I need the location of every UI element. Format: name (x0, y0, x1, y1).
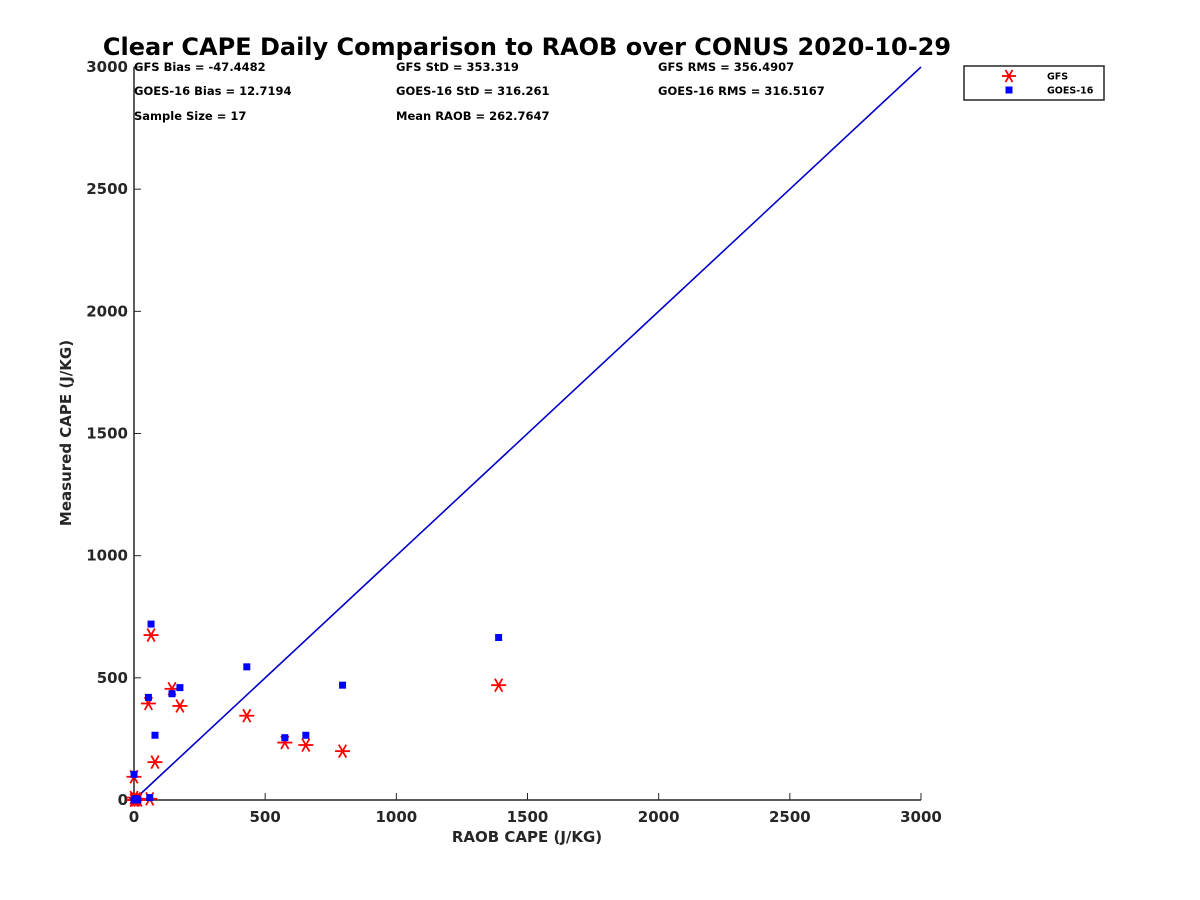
y-tick-label: 2500 (86, 180, 128, 198)
x-tick-label: 3000 (900, 808, 942, 826)
legend-label-goes-16: GOES-16 (1047, 86, 1094, 97)
goes-16-point (144, 693, 152, 701)
axes: 0 500 1000 1500 2000 2500 3000 0 500 1000 1500 2000… (86, 58, 942, 826)
legend-marker-gfs (1002, 69, 1016, 83)
reference-line-layer (133, 66, 922, 801)
legend-box (963, 65, 1105, 101)
legend-label-gfs: GFS (1047, 72, 1068, 83)
x-tick-label: 2000 (638, 808, 680, 826)
goes-16-point (130, 770, 138, 778)
x-tick-label: 2500 (769, 808, 811, 826)
goes-16-point (495, 634, 503, 642)
stat-text: Sample Size = 17 (134, 109, 246, 123)
gfs-point (298, 738, 314, 752)
goes-16-point (302, 731, 310, 739)
goes-16-point (176, 684, 184, 692)
goes-16-point (134, 796, 142, 804)
stat-text: GOES-16 Bias = 12.7194 (134, 84, 291, 98)
data-points (126, 620, 507, 807)
stat-text: Mean RAOB = 262.7647 (396, 109, 550, 123)
gfs-point (239, 708, 255, 723)
legend: GFS GOES-16 (963, 65, 1105, 101)
stat-text: GOES-16 StD = 316.261 (396, 84, 549, 98)
x-tick-label: 0 (129, 808, 139, 826)
y-tick-label: 0 (118, 791, 128, 809)
x-axis-label: RAOB CAPE (J/KG) (452, 828, 602, 846)
one-to-one-line (133, 66, 922, 801)
stat-text: GOES-16 RMS = 316.5167 (658, 84, 825, 98)
stat-text: GFS Bias = -47.4482 (134, 60, 266, 74)
goes-16-point (281, 734, 289, 742)
y-tick-label: 1500 (86, 425, 128, 443)
goes-16-point (151, 731, 159, 739)
gfs-point (335, 744, 351, 759)
chart-title: Clear CAPE Daily Comparison to RAOB over… (103, 33, 951, 61)
y-tick-label: 2000 (86, 302, 128, 320)
gfs-point (143, 628, 159, 643)
y-tick-label: 3000 (86, 58, 128, 76)
y-axis-label: Measured CAPE (J/KG) (57, 340, 75, 526)
x-tick-label: 1000 (375, 808, 417, 826)
stat-text: GFS RMS = 356.4907 (658, 60, 794, 74)
goes-16-point (146, 794, 154, 802)
goes-16-point (339, 681, 347, 689)
gfs-point (172, 698, 188, 713)
legend-marker-goes-16 (1005, 86, 1013, 94)
x-tick-label: 500 (250, 808, 281, 826)
stat-text: GFS StD = 353.319 (396, 60, 519, 74)
y-tick-label: 500 (97, 669, 128, 687)
gfs-point (491, 678, 507, 693)
goes-16-point (147, 620, 155, 628)
goes-16-point (130, 796, 138, 804)
y-tick-label: 1000 (86, 547, 128, 565)
stats-annotations: GFS Bias = -47.4482 GFS StD = 353.319 GFS … (134, 60, 825, 123)
goes-16-point (243, 663, 251, 671)
gfs-point (147, 755, 163, 770)
goes-16-point (168, 690, 176, 698)
x-tick-label: 1500 (507, 808, 549, 826)
